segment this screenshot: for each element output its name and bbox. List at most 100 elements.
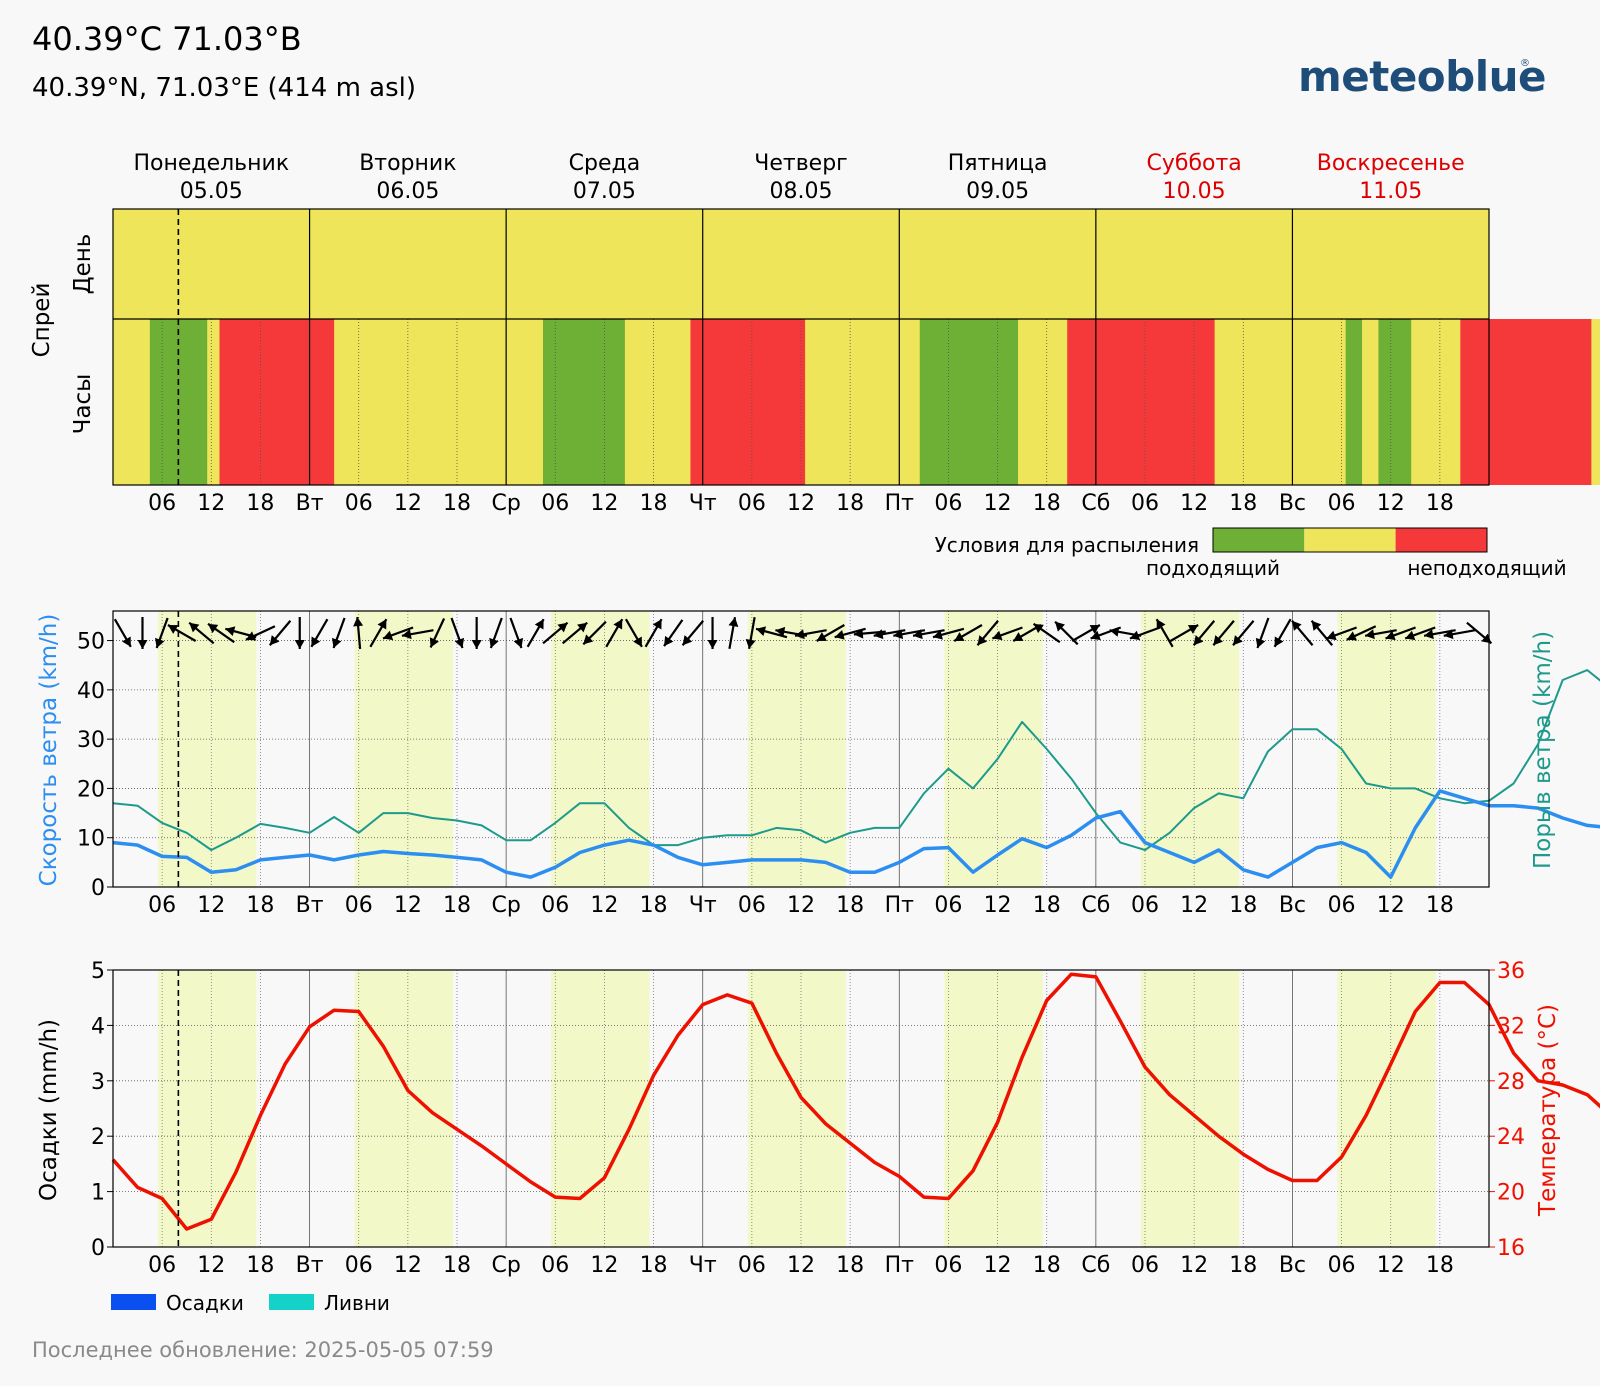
spray-hour-segment bbox=[113, 319, 151, 485]
wind-arrow-head bbox=[513, 637, 524, 649]
x-tick-label: 06 bbox=[934, 491, 962, 516]
wind-arrow-head bbox=[1090, 630, 1101, 641]
wind-direction-arrow bbox=[167, 624, 197, 642]
wind-direction-arrow bbox=[1129, 626, 1161, 641]
wind-arrow-head bbox=[1013, 632, 1024, 641]
wind-direction-arrow bbox=[429, 618, 446, 648]
spray-hour-segment bbox=[543, 319, 626, 485]
wind-arrow-head bbox=[745, 639, 756, 649]
wind-direction-arrow bbox=[294, 617, 305, 649]
x-tick-label: 18 bbox=[1033, 1253, 1061, 1278]
legend-showers-swatch bbox=[269, 1294, 314, 1310]
wind-arrow-head bbox=[1255, 637, 1266, 649]
location-subtitle: 40.39°N, 71.03°E (414 m asl) bbox=[32, 73, 417, 103]
wind-arrow-head bbox=[331, 637, 342, 649]
wind-arrow-head bbox=[834, 629, 845, 640]
wind-arrow-head bbox=[1346, 631, 1357, 641]
wind-arrow-head bbox=[1385, 630, 1396, 641]
spray-day-cell bbox=[506, 209, 703, 319]
spray-day-cell bbox=[702, 209, 900, 319]
wind-arrow-head bbox=[401, 629, 412, 640]
wind-direction-arrow bbox=[816, 624, 845, 642]
x-tick-label: Сб bbox=[1081, 491, 1110, 516]
wind-arrow-head bbox=[377, 619, 387, 630]
day-name-label: Четверг bbox=[754, 151, 847, 176]
daylight-band bbox=[158, 970, 257, 1247]
spray-row-label-day: День bbox=[70, 234, 96, 295]
legend-precip-label: Осадки bbox=[166, 1291, 244, 1315]
spray-hour-segment bbox=[334, 319, 544, 485]
x-tick-label: 18 bbox=[640, 491, 668, 516]
x-tick-label: 12 bbox=[590, 1253, 618, 1278]
x-tick-label: 18 bbox=[1033, 491, 1061, 516]
x-tick-label: 18 bbox=[246, 491, 274, 516]
y-tick-label: 1 bbox=[91, 1181, 105, 1206]
wind-direction-arrow bbox=[526, 618, 545, 648]
wind-speed-axis-title: Скорость ветра (km/h) bbox=[36, 614, 62, 887]
x-tick-label: 18 bbox=[1229, 1253, 1257, 1278]
x-tick-label: 18 bbox=[836, 491, 864, 516]
wind-arrow-head bbox=[775, 626, 786, 637]
spray-legend-frame bbox=[1212, 527, 1488, 553]
spray-day-cell bbox=[309, 209, 507, 319]
y-right-tick-label: 16 bbox=[1497, 1236, 1525, 1261]
x-tick-label: 06 bbox=[148, 893, 176, 918]
x-tick-label: 12 bbox=[1377, 491, 1405, 516]
x-tick-label: Вт bbox=[296, 491, 324, 516]
daylight-band bbox=[354, 970, 453, 1247]
spray-hour-segment bbox=[1460, 319, 1592, 485]
x-tick-label: 18 bbox=[443, 491, 471, 516]
x-tick-label: 06 bbox=[1131, 893, 1159, 918]
x-tick-label: 12 bbox=[394, 893, 422, 918]
wind-direction-arrow bbox=[932, 627, 965, 640]
meteoblue-logo[interactable]: meteoblue bbox=[1298, 52, 1547, 101]
spray-hour-segment bbox=[624, 319, 691, 485]
wind-direction-arrow bbox=[976, 620, 999, 646]
wind-direction-arrow bbox=[794, 629, 827, 640]
x-tick-label: 06 bbox=[345, 893, 373, 918]
wind-direction-arrow bbox=[401, 629, 434, 640]
daylight-band bbox=[551, 970, 650, 1247]
wind-arrow-head bbox=[311, 636, 321, 647]
y-right-tick-label: 28 bbox=[1497, 1070, 1525, 1095]
wind-arrow-head bbox=[1443, 629, 1454, 640]
spray-legend-swatch bbox=[1213, 528, 1305, 552]
x-tick-label: Чт bbox=[689, 491, 717, 516]
wind-direction-arrow bbox=[542, 621, 569, 645]
day-name-label: Пятница bbox=[948, 151, 1048, 176]
x-tick-label: 18 bbox=[1229, 893, 1257, 918]
spray-day-cell bbox=[899, 209, 1096, 319]
wind-arrow-head bbox=[652, 619, 662, 630]
wind-direction-arrow bbox=[310, 618, 329, 648]
x-tick-label: 06 bbox=[934, 893, 962, 918]
temperature-axis-title: Температура (°C) bbox=[1535, 1004, 1561, 1217]
spray-hour-segment bbox=[1345, 319, 1363, 485]
spray-hour-segment bbox=[1362, 319, 1379, 485]
wind-arrow-head bbox=[208, 623, 219, 634]
x-tick-label: 18 bbox=[1426, 1253, 1454, 1278]
day-name-label: Вторник bbox=[359, 151, 456, 176]
wind-direction-arrow bbox=[113, 618, 132, 648]
wind-arrow-head bbox=[932, 629, 943, 640]
wind-arrow-head bbox=[1424, 629, 1434, 640]
y-right-tick-label: 20 bbox=[1497, 1181, 1525, 1206]
wind-arrow-head bbox=[664, 635, 674, 647]
spray-axis-title: Спрей bbox=[29, 283, 55, 358]
wind-direction-arrow bbox=[1032, 622, 1061, 644]
wind-arrow-head bbox=[1274, 636, 1284, 647]
spray-legend-swatch bbox=[1304, 528, 1396, 552]
y-tick-label: 4 bbox=[91, 1014, 105, 1039]
day-date-label: 07.05 bbox=[573, 179, 636, 204]
wind-arrow-head bbox=[189, 622, 200, 633]
day-date-label: 08.05 bbox=[770, 179, 833, 204]
wind-gust-axis-title: Порыв ветра (km/h) bbox=[1530, 631, 1556, 869]
wind-direction-arrow bbox=[331, 617, 346, 649]
spray-hour-segment bbox=[805, 319, 921, 485]
x-tick-label: 06 bbox=[1328, 1253, 1356, 1278]
wind-arrow-head bbox=[294, 640, 305, 649]
spray-legend-low-label: подходящий bbox=[1146, 556, 1280, 580]
wind-arrow-head bbox=[707, 640, 718, 649]
x-tick-label: 06 bbox=[541, 1253, 569, 1278]
wind-arrow-head bbox=[1089, 625, 1100, 634]
spray-hour-segment bbox=[1378, 319, 1412, 485]
